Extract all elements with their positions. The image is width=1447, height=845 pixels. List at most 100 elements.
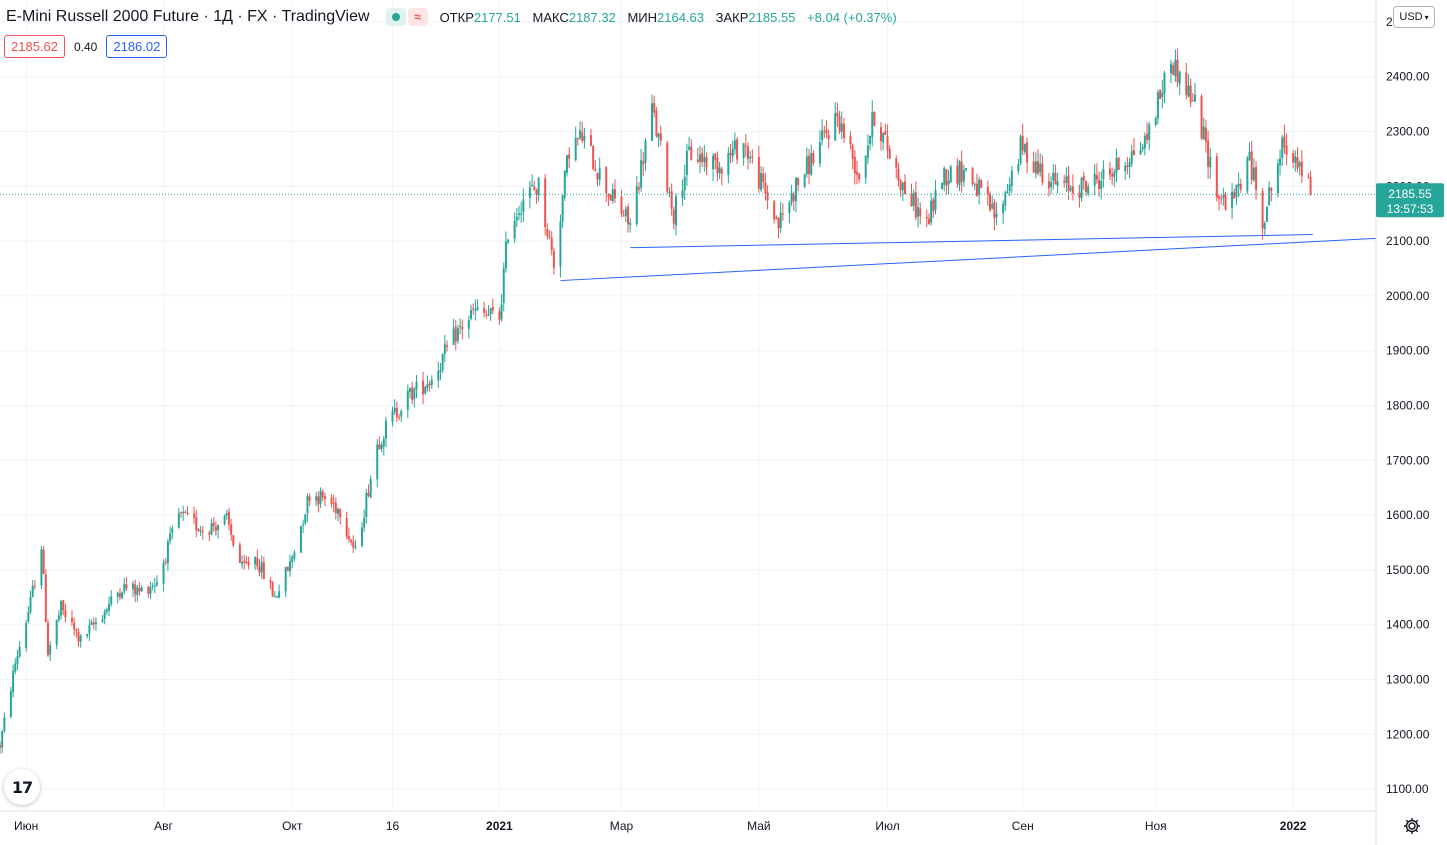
candle-body	[201, 531, 204, 533]
candle-body	[637, 187, 640, 190]
candle-body	[1036, 161, 1039, 174]
chevron-down-icon: ▾	[1424, 12, 1429, 22]
candle-body	[1233, 192, 1236, 199]
candle-body	[1281, 137, 1284, 158]
candle-body	[989, 193, 992, 211]
candle-body	[289, 561, 292, 572]
candle-body	[790, 192, 793, 203]
candle-body	[31, 585, 34, 597]
candle-body	[1235, 185, 1238, 197]
candle-body	[589, 135, 592, 146]
candle-body	[1113, 172, 1116, 177]
candle-body	[1004, 192, 1007, 206]
candle-body	[640, 160, 643, 188]
candle-body	[299, 526, 302, 553]
candle-body	[241, 562, 244, 565]
candle-body	[703, 156, 706, 162]
candle-body	[49, 645, 52, 655]
y-tick-label: 1100.00	[1386, 782, 1429, 796]
candle-body	[1191, 100, 1194, 102]
candle-body	[803, 174, 806, 187]
candle-body	[993, 202, 996, 219]
candle-body	[243, 560, 246, 563]
y-tick-label: 1800.00	[1386, 399, 1430, 413]
high-value: 2187.32	[568, 9, 616, 25]
candle-body	[1217, 196, 1220, 199]
candle-body	[29, 596, 32, 613]
x-tick-label: Июн	[14, 819, 38, 833]
candle-body	[544, 178, 547, 227]
approx-data-icon[interactable]: ≈	[407, 8, 428, 26]
candle-body	[269, 580, 272, 583]
candle-body	[991, 203, 994, 209]
candle-body	[138, 588, 141, 592]
candle-body	[760, 172, 763, 190]
currency-select[interactable]: USD ▾	[1393, 6, 1435, 28]
candle-body	[86, 633, 89, 636]
candle-body	[598, 167, 601, 180]
symbol-title[interactable]: E-Mini Russell 2000 Future · 1Д · FX · T…	[6, 8, 370, 25]
candle-body	[293, 552, 296, 559]
candle-body	[744, 145, 747, 147]
candle-body	[308, 496, 311, 501]
candle-body	[376, 444, 379, 480]
candle-body	[227, 511, 230, 525]
candle-body	[1008, 184, 1011, 192]
candle-body	[415, 381, 418, 390]
candle-body	[856, 171, 859, 175]
sell-button[interactable]: 2185.62	[4, 35, 65, 58]
candle-body	[1002, 203, 1005, 213]
tradingview-logo-icon[interactable]: 17	[4, 769, 40, 805]
candle-body	[334, 502, 337, 514]
candle-body	[775, 217, 778, 220]
candle-body	[90, 621, 93, 626]
x-tick-label: Июл	[875, 819, 899, 833]
market-open-icon[interactable]	[385, 8, 406, 26]
candle-body	[1021, 135, 1024, 151]
candle-body	[910, 194, 913, 207]
candle-body	[1050, 181, 1053, 187]
last-price-tag: 2185.55 13:57:53	[1376, 183, 1444, 218]
candle-body	[149, 587, 152, 594]
y-tick-label: 1500.00	[1386, 563, 1430, 577]
candle-body	[1268, 187, 1271, 206]
candle-body	[171, 528, 174, 533]
candle-body	[1095, 175, 1098, 180]
candle-body	[823, 131, 826, 133]
candle-body	[258, 566, 261, 573]
candle-body	[467, 320, 470, 329]
candle-body	[866, 145, 869, 158]
candle-body	[177, 512, 180, 528]
ohlc-values: ОТКР2177.51 МАКС2187.32 МИН2164.63 ЗАКР2…	[440, 10, 905, 25]
candle-body	[166, 541, 169, 564]
candle-body	[672, 209, 675, 224]
close-value: 2185.55	[748, 9, 796, 25]
candle-body	[792, 194, 795, 201]
candle-body	[1237, 183, 1240, 187]
candle-body	[1069, 187, 1072, 190]
candle-body	[965, 168, 968, 170]
candle-body	[182, 512, 185, 514]
legend: E-Mini Russell 2000 Future · 1Д · FX · T…	[6, 8, 905, 26]
open-label: ОТКР	[439, 9, 474, 25]
candle-body	[1041, 163, 1044, 183]
candle-body	[472, 308, 475, 310]
candle-body	[533, 186, 536, 191]
candle-body	[962, 169, 965, 182]
candle-body	[561, 195, 564, 222]
candle-body	[781, 213, 784, 215]
gear-icon[interactable]	[1402, 816, 1422, 836]
candle-body	[1261, 191, 1264, 229]
candle-body	[77, 631, 80, 642]
candle-body	[1148, 124, 1151, 141]
candle-body	[1130, 151, 1133, 164]
candle-body	[537, 178, 540, 196]
candle-body	[827, 134, 830, 140]
candle-body	[1285, 145, 1288, 155]
candle-body	[1176, 59, 1179, 83]
candle-body	[932, 199, 935, 212]
candle-body	[899, 180, 902, 191]
buy-button[interactable]: 2186.02	[106, 35, 168, 58]
candle-body	[840, 123, 843, 132]
